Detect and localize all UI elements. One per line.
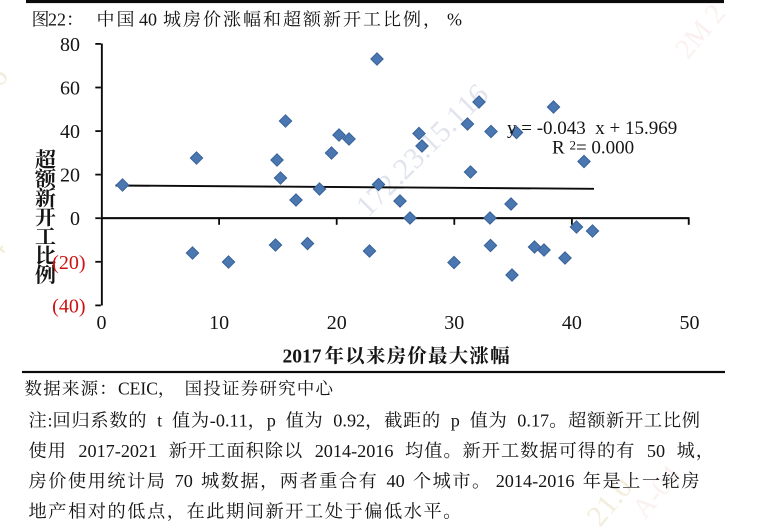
svg-text::: : [48,411,53,431]
svg-text:p: p [451,411,460,431]
svg-text:0: 0 [97,312,107,334]
svg-text:-0.11: -0.11 [210,411,248,431]
svg-text:(40): (40) [52,295,85,317]
svg-text:2014-2016: 2014-2016 [496,471,575,491]
svg-text:y = -0.043 x + 15.969: y = -0.043 x + 15.969 [507,118,677,139]
svg-text:2017-2021: 2017-2021 [78,441,157,461]
svg-text:p: p [267,411,276,431]
svg-text:%: % [447,10,462,30]
svg-text:0: 0 [70,208,80,230]
svg-text:40: 40 [139,10,157,30]
svg-text:40: 40 [387,471,405,491]
svg-text:50: 50 [647,441,665,461]
svg-text:R 2= 0.000: R 2= 0.000 [552,138,634,159]
svg-text:40: 40 [562,312,582,334]
svg-text:2014-2016: 2014-2016 [315,441,394,461]
svg-text:CEIC: CEIC [118,379,158,399]
svg-text:0.17: 0.17 [517,411,549,431]
svg-text:0.92: 0.92 [333,411,365,431]
svg-text:20: 20 [327,312,347,334]
svg-text:22: 22 [48,10,66,30]
svg-text:20: 20 [60,165,80,187]
svg-text:2017: 2017 [283,347,322,368]
svg-text:30: 30 [444,312,464,334]
svg-text:80: 80 [60,34,80,56]
svg-text:60: 60 [60,78,80,100]
svg-text:(20): (20) [52,252,85,274]
svg-text:t: t [157,411,162,431]
svg-text:40: 40 [60,121,80,143]
svg-text:50: 50 [680,312,700,334]
svg-text:10: 10 [209,312,229,334]
svg-text:70: 70 [175,471,193,491]
